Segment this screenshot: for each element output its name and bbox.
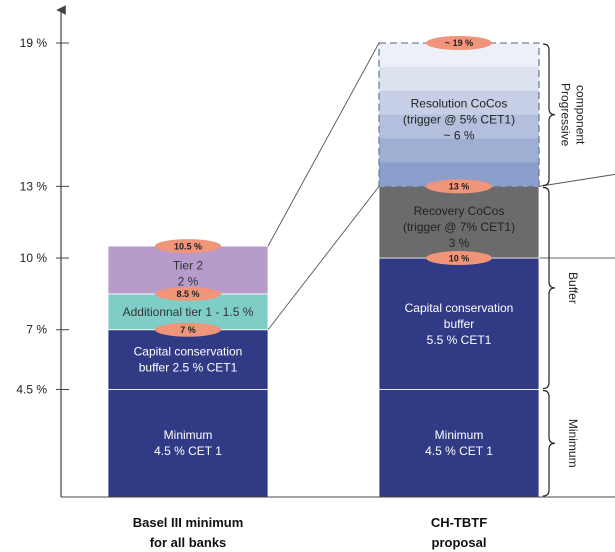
category-label-line1: Basel III minimum bbox=[133, 515, 244, 530]
bar-segment-band bbox=[379, 90, 539, 116]
y-axis: 4.5 % 7 % 10 % 13 % 19 % bbox=[16, 5, 615, 498]
brace-label: Progressive bbox=[559, 83, 573, 147]
bar-segment-label: Tier 2 bbox=[173, 259, 204, 273]
brace bbox=[542, 186, 556, 390]
y-tick-label: 4.5 % bbox=[16, 382, 47, 396]
bar-segment-label: Resolution CoCos bbox=[411, 96, 508, 110]
bar-segment-label: Additionnal tier 1 - 1.5 % bbox=[123, 305, 254, 319]
bar-segment-label: Recovery CoCos bbox=[414, 204, 505, 218]
brace bbox=[542, 389, 556, 497]
bar-segment-label: 3 % bbox=[449, 236, 470, 250]
bar-segment-band bbox=[379, 114, 539, 140]
value-markers: 7 % 8.5 % 10.5 % 10 % 13 % ~ 19 % bbox=[155, 36, 492, 337]
value-marker-pill bbox=[155, 286, 221, 301]
value-marker-pill bbox=[155, 239, 221, 254]
bar-segment bbox=[107, 245, 269, 295]
value-marker-pill bbox=[155, 322, 221, 337]
bar-segment-band bbox=[379, 138, 539, 163]
bar-segment-label: Minimum bbox=[435, 428, 484, 442]
bar-segment-label: 4.5 % CET 1 bbox=[154, 444, 222, 458]
bar-segment-label: buffer 2.5 % CET1 bbox=[139, 361, 238, 375]
bars: Minimum 4.5 % CET 1 Capital conservation bu… bbox=[107, 42, 540, 498]
bar-segment bbox=[378, 389, 540, 498]
value-marker-label: 8.5 % bbox=[176, 289, 199, 299]
brace-label: Minimum bbox=[566, 419, 580, 468]
bar-segment-band bbox=[379, 66, 539, 92]
category-labels: Basel III minimum for all banks CH-TBTF pro… bbox=[133, 515, 487, 550]
y-tick-label: 7 % bbox=[26, 323, 47, 337]
connector-line bbox=[538, 173, 615, 187]
braces: Minimum Buffer Progressive component bbox=[542, 43, 588, 497]
bar-segment bbox=[107, 389, 269, 498]
bar-segment-label: (trigger @ 7% CET1) bbox=[403, 220, 515, 234]
category-label-line1: CH-TBTF bbox=[431, 515, 487, 530]
value-marker-label: 13 % bbox=[449, 182, 470, 192]
value-marker-label: ~ 19 % bbox=[445, 38, 473, 48]
value-marker-pill bbox=[426, 36, 492, 50]
bar-segment-label: (trigger @ 5% CET1) bbox=[403, 112, 515, 126]
bar-segment-label: buffer bbox=[444, 317, 474, 331]
y-tick-label: 13 % bbox=[20, 179, 48, 193]
bar-segment bbox=[107, 329, 269, 390]
connector-line bbox=[267, 186, 380, 331]
bar-segment-label: 5.5 % CET1 bbox=[427, 333, 492, 347]
bar-segment-label: ~ 6 % bbox=[443, 128, 474, 142]
bar-segment-label: 2 % bbox=[178, 275, 199, 289]
connector-lines bbox=[267, 42, 615, 331]
bar-segment-label: Minimum bbox=[164, 428, 213, 442]
bar-segment bbox=[378, 257, 540, 390]
value-marker-label: 10 % bbox=[449, 253, 470, 263]
value-marker-label: 10.5 % bbox=[174, 241, 202, 251]
value-marker-label: 7 % bbox=[180, 325, 196, 335]
brace-label: component bbox=[574, 85, 588, 145]
bar-segment-label: Capital conservation bbox=[405, 301, 514, 315]
value-marker-pill bbox=[426, 179, 492, 194]
bar-segment bbox=[378, 185, 540, 259]
bar-segment-label: Capital conservation bbox=[134, 345, 243, 359]
brace bbox=[542, 43, 556, 186]
category-label-line2: proposal bbox=[432, 535, 487, 550]
value-marker-pill bbox=[426, 251, 492, 266]
category-label-line2: for all banks bbox=[150, 535, 227, 550]
connector-line bbox=[267, 42, 380, 247]
y-tick-label: 19 % bbox=[20, 36, 48, 50]
y-tick-label: 10 % bbox=[20, 251, 48, 265]
bar-segment-label: 4.5 % CET 1 bbox=[425, 444, 493, 458]
brace-label: Buffer bbox=[566, 272, 580, 304]
